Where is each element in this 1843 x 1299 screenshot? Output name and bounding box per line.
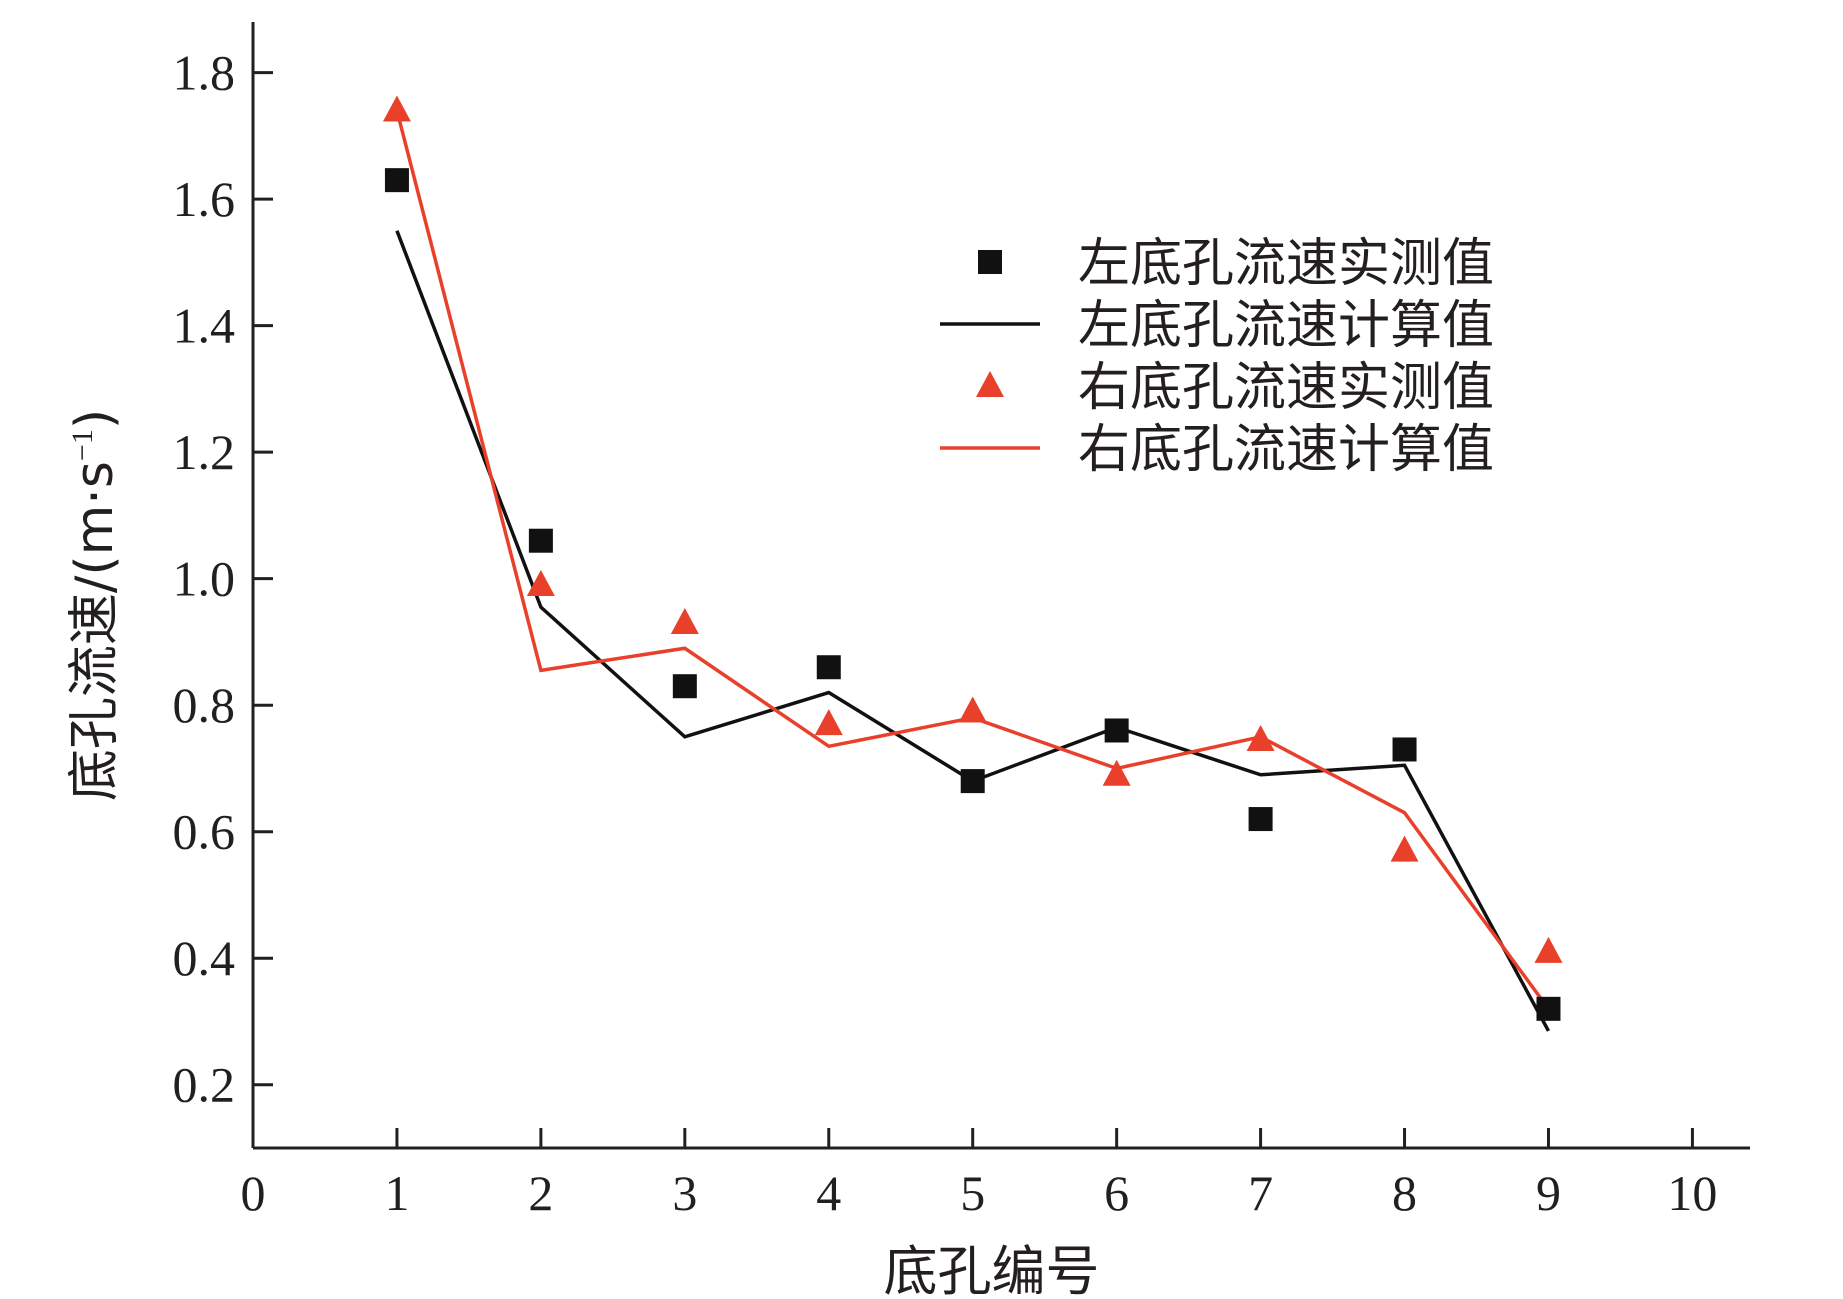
data-point-square: [960, 769, 985, 794]
data-point-square: [1392, 737, 1417, 762]
y-tick-label: 0.6: [173, 804, 236, 860]
ticks: 0.2 0.4 0.6 0.8 1.0 1.2 1.4 1.6 1.8 0 1 2 3 4 5 6 7 8 9 10: [173, 45, 1718, 1221]
data-point-triangle: [1390, 835, 1419, 862]
data-point-square: [528, 528, 553, 553]
y-axis-title-main: 底孔流速/(m·s: [65, 461, 125, 801]
x-tick-label: 4: [816, 1165, 841, 1221]
x-tick-label: 2: [528, 1165, 553, 1221]
legend-label: 右底孔流速计算值: [1078, 420, 1494, 480]
data-point-triangle: [814, 709, 843, 736]
y-tick-label: 1.0: [173, 551, 236, 607]
x-tick-label: 5: [960, 1165, 985, 1221]
axes: [251, 22, 1750, 1150]
legend-label: 左底孔流速计算值: [1078, 296, 1494, 356]
x-tick-label: 0: [241, 1165, 266, 1221]
data-point-triangle: [958, 696, 987, 723]
x-tick-label: 8: [1392, 1165, 1417, 1221]
plot-area: [382, 95, 1563, 1032]
x-tick-label: 3: [672, 1165, 697, 1221]
y-axis-title-close: ): [65, 409, 125, 429]
y-tick-label: 0.2: [173, 1057, 236, 1113]
data-point-square: [1104, 718, 1129, 743]
x-tick-label: 7: [1248, 1165, 1273, 1221]
data-point-triangle: [670, 607, 699, 634]
data-point-triangle: [1246, 724, 1275, 751]
data-point-square: [1536, 996, 1561, 1021]
legend-square-marker: [978, 250, 1002, 274]
y-tick-label: 0.4: [173, 930, 236, 986]
y-tick-label: 1.6: [173, 171, 236, 227]
y-tick-label: 1.4: [173, 298, 236, 354]
y-axis-title-superscript: −1: [66, 429, 99, 461]
x-axis-title: 底孔编号: [884, 1240, 1100, 1299]
legend-triangle-marker: [976, 371, 1004, 397]
data-point-square: [816, 655, 841, 680]
y-tick-label: 0.8: [173, 677, 236, 733]
data-point-square: [1248, 807, 1273, 832]
data-point-triangle: [1102, 759, 1131, 786]
x-tick-label: 9: [1536, 1165, 1561, 1221]
data-point-triangle: [382, 95, 411, 122]
y-tick-label: 1.8: [173, 45, 236, 101]
data-point-triangle: [1534, 936, 1563, 963]
data-point-square: [672, 674, 697, 699]
x-tick-label: 1: [384, 1165, 409, 1221]
data-point-square: [384, 168, 409, 193]
y-tick-label: 1.2: [173, 424, 236, 480]
data-point-triangle: [526, 570, 555, 596]
legend-label: 左底孔流速实测值: [1078, 234, 1494, 294]
x-tick-label: 10: [1667, 1165, 1717, 1221]
x-tick-label: 6: [1104, 1165, 1129, 1221]
legend-label: 右底孔流速实测值: [1078, 358, 1494, 418]
y-axis-title: 底孔流速/(m·s−1): [65, 409, 125, 801]
